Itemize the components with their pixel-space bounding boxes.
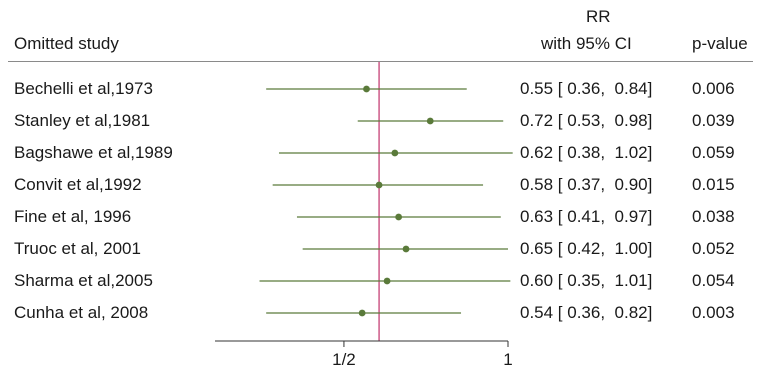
p-value: 0.059 — [692, 143, 735, 162]
estimate-column-header-line1: RR — [586, 7, 611, 26]
study-label: Fine et al, 1996 — [14, 207, 132, 226]
ci-value: 0.54 [ 0.36, 0.82] — [520, 303, 653, 322]
ci-value: 0.65 [ 0.42, 1.00] — [520, 239, 653, 258]
p-value: 0.039 — [692, 111, 735, 130]
point-estimate-marker — [375, 181, 383, 189]
study-label: Sharma et al,2005 — [14, 271, 153, 290]
point-estimate-marker — [358, 309, 366, 317]
study-label: Bagshawe et al,1989 — [14, 143, 173, 162]
study-label: Cunha et al, 2008 — [14, 303, 149, 322]
x-tick-label: 1 — [503, 350, 512, 369]
point-estimate-marker — [391, 149, 399, 157]
ci-value: 0.72 [ 0.53, 0.98] — [520, 111, 653, 130]
point-estimate-marker — [363, 85, 370, 93]
study-label: Convit et al,1992 — [14, 175, 142, 194]
ci-value: 0.63 [ 0.41, 0.97] — [520, 207, 653, 226]
point-estimate-marker — [402, 245, 410, 253]
p-value: 0.054 — [692, 271, 735, 290]
ci-value: 0.62 [ 0.38, 1.02] — [520, 143, 653, 162]
ci-value: 0.60 [ 0.35, 1.01] — [520, 271, 653, 290]
study-label: Bechelli et al,1973 — [14, 79, 153, 98]
estimate-column-header-line2: with 95% CI — [541, 34, 632, 53]
p-value: 0.052 — [692, 239, 735, 258]
study-label: Stanley et al,1981 — [14, 111, 151, 130]
p-value: 0.006 — [692, 79, 735, 98]
ci-value: 0.58 [ 0.37, 0.90] — [520, 175, 653, 194]
p-value: 0.003 — [692, 303, 735, 322]
p-value: 0.015 — [692, 175, 735, 194]
point-estimate-marker — [383, 277, 391, 285]
study-column-header: Omitted study — [14, 34, 119, 53]
p-value: 0.038 — [692, 207, 735, 226]
header-divider — [8, 61, 753, 62]
ci-value: 0.55 [ 0.36, 0.84] — [520, 79, 653, 98]
p-value-column-header: p-value — [692, 34, 748, 53]
point-estimate-marker — [426, 117, 434, 125]
point-estimate-marker — [395, 213, 403, 221]
x-tick-label: 1/2 — [332, 350, 356, 369]
study-label: Truoc et al, 2001 — [14, 239, 141, 258]
